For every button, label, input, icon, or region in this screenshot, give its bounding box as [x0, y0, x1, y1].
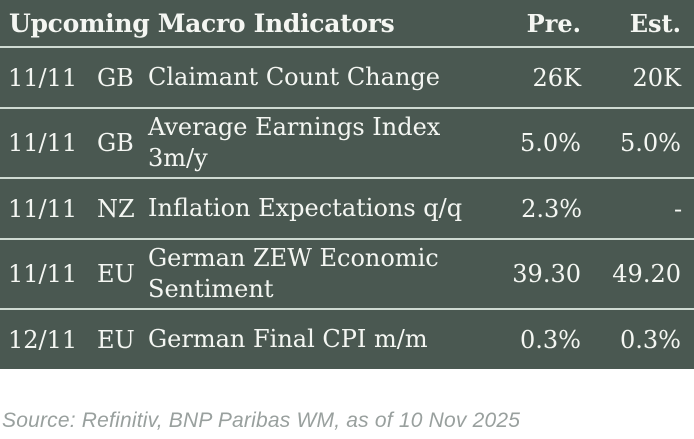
cell-previous-value: 2.3% — [521, 194, 583, 223]
cell-previous-value: 5.0% — [520, 129, 581, 157]
cell-estimate-value: - — [674, 194, 683, 223]
cell-country: EU — [97, 325, 135, 354]
column-header-est: Est. — [629, 8, 681, 38]
cell-previous-value: 26K — [532, 63, 581, 92]
cell-estimate-value: 49.20 — [612, 260, 681, 288]
cell-indicator: Claimant Count Change — [139, 62, 461, 93]
table-row: 11/11 GB Average Earnings Index 3m/y 5.0… — [0, 107, 694, 177]
cell-indicator: Inflation Expectations q/q — [139, 193, 462, 224]
cell-indicator: German Final CPI m/m — [139, 324, 461, 355]
indicator-line: Inflation Expectations q/q — [148, 194, 463, 222]
cell-country: EU — [97, 260, 135, 288]
indicator-line: Average Earnings Index — [148, 113, 441, 141]
table-row: 11/11 EU German ZEW Economic Sentiment 3… — [0, 238, 694, 308]
cell-indicator: German ZEW Economic Sentiment — [139, 243, 461, 305]
table-header-row: Upcoming Macro Indicators Pre. Est. — [0, 0, 694, 46]
cell-country: NZ — [97, 194, 135, 223]
cell-estimate-value: 5.0% — [620, 129, 681, 157]
table-row: 12/11 EU German Final CPI m/m 0.3% 0.3% — [0, 308, 694, 369]
table-title: Upcoming Macro Indicators — [9, 8, 395, 38]
table-row: 11/11 GB Claimant Count Change 26K 20K — [0, 46, 694, 107]
table-row: 11/11 NZ Inflation Expectations q/q 2.3%… — [0, 177, 694, 238]
cell-country: GB — [97, 63, 134, 92]
source-note: Source: Refinitiv, BNP Paribas WM, as of… — [2, 409, 521, 432]
macro-indicators-table: Upcoming Macro Indicators Pre. Est. 11/1… — [0, 0, 694, 369]
cell-estimate-value: 20K — [632, 63, 681, 92]
cell-country: GB — [97, 129, 134, 157]
cell-date: 11/11 — [8, 260, 78, 288]
cell-estimate-value: 0.3% — [620, 325, 681, 354]
cell-previous-value: 39.30 — [512, 260, 581, 288]
indicator-line: Claimant Count Change — [148, 63, 440, 91]
indicator-line: German Final CPI m/m — [148, 325, 428, 353]
cell-date: 11/11 — [8, 194, 78, 223]
cell-date: 12/11 — [8, 325, 78, 354]
cell-previous-value: 0.3% — [520, 325, 581, 354]
indicator-line: German ZEW Economic — [148, 244, 439, 272]
indicator-line: 3m/y — [148, 144, 208, 172]
cell-indicator: Average Earnings Index 3m/y — [139, 112, 461, 174]
indicator-line: Sentiment — [148, 275, 274, 303]
cell-date: 11/11 — [8, 63, 78, 92]
column-header-pre: Pre. — [526, 8, 581, 38]
cell-date: 11/11 — [8, 129, 78, 157]
